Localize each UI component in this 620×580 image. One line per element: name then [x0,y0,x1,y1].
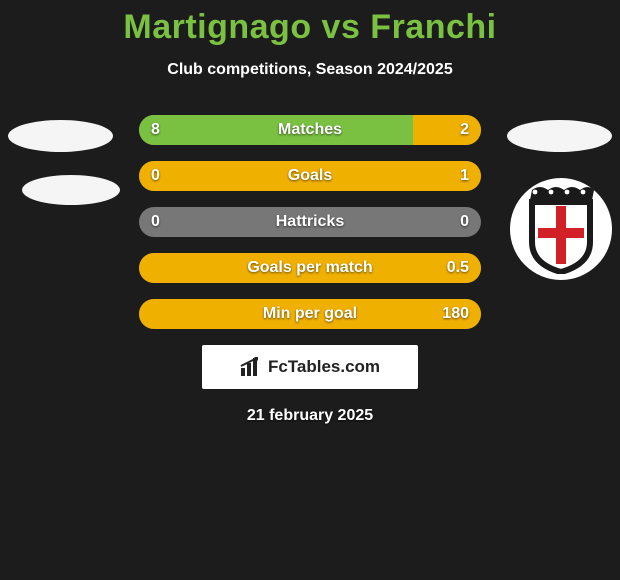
page-subtitle: Club competitions, Season 2024/2025 [0,61,620,79]
stat-label: Goals [139,161,481,191]
player-left-avatar-1 [8,120,113,152]
stat-value-right: 0 [460,207,469,237]
stats-panel: 8Matches20Goals10Hattricks0Goals per mat… [139,115,481,329]
stat-label: Matches [139,115,481,145]
branding-text: FcTables.com [268,357,380,377]
stat-row: 0Goals1 [139,161,481,191]
stat-label: Goals per match [139,253,481,283]
stat-value-right: 2 [460,115,469,145]
stat-value-right: 0.5 [447,253,469,283]
stat-row: Goals per match0.5 [139,253,481,283]
footer-date: 21 february 2025 [0,407,620,425]
stat-row: 8Matches2 [139,115,481,145]
player-left-avatar-2 [22,175,120,205]
club-crest-icon [522,184,600,274]
page-title: Martignago vs Franchi [0,8,620,47]
stat-label: Hattricks [139,207,481,237]
player-right-avatar [507,120,612,152]
stat-label: Min per goal [139,299,481,329]
bars-icon [240,357,262,377]
stat-value-right: 1 [460,161,469,191]
stat-row: 0Hattricks0 [139,207,481,237]
comparison-card: Martignago vs Franchi Club competitions,… [0,0,620,580]
stat-row: Min per goal180 [139,299,481,329]
stat-value-right: 180 [442,299,469,329]
club-badge-right [510,178,612,280]
branding-badge: FcTables.com [202,345,418,389]
